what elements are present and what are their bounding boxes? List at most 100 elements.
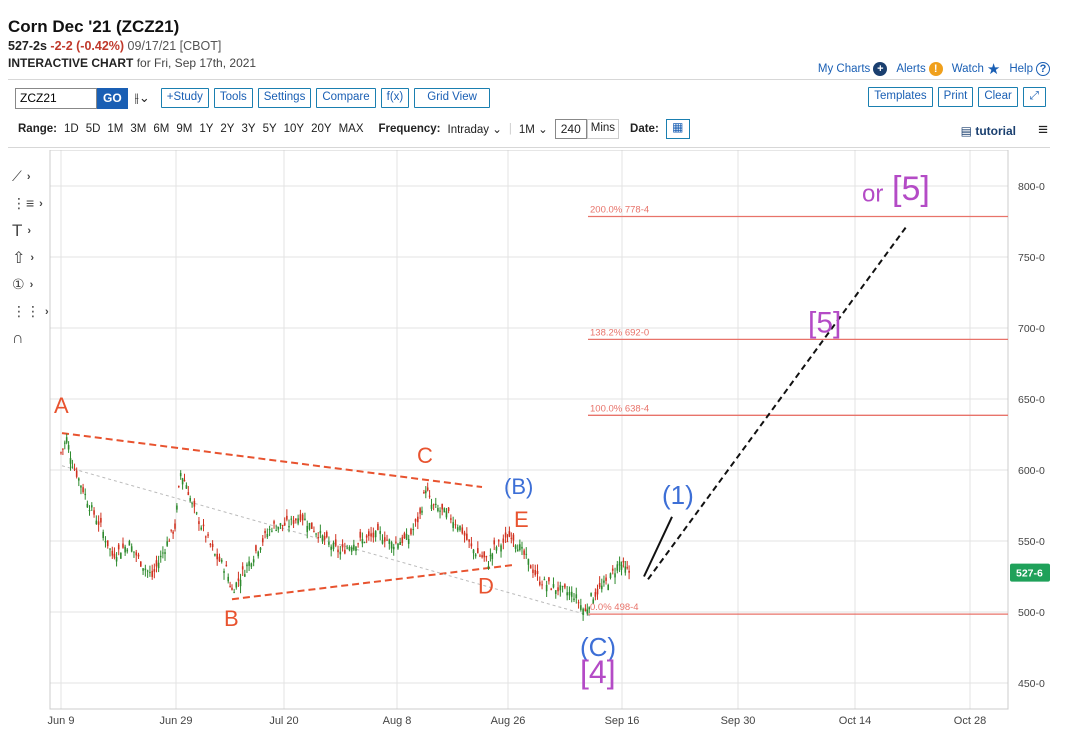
candle-body	[575, 594, 578, 599]
last-price-badge	[1010, 563, 1050, 582]
frequency-select[interactable]: Intraday ⌄	[448, 122, 502, 136]
range-5d[interactable]: 5D	[85, 123, 101, 135]
menu-icon[interactable]: ≡	[1038, 120, 1048, 139]
range-10y[interactable]: 10Y	[283, 123, 305, 135]
clear-button[interactable]: Clear	[978, 87, 1018, 107]
y-tick-label: 550-0	[1018, 536, 1045, 548]
settings-button[interactable]: Settings	[257, 88, 312, 108]
candle-body	[69, 458, 72, 464]
candle-body	[174, 523, 176, 529]
range-3m[interactable]: 3M	[130, 123, 147, 135]
y-tick-label: 700-0	[1018, 323, 1045, 335]
range-9m[interactable]: 9M	[176, 123, 193, 135]
go-button[interactable]: GO	[97, 87, 128, 109]
range-2y[interactable]: 2Y	[220, 123, 235, 135]
range-1d[interactable]: 1D	[63, 123, 79, 135]
range-1y[interactable]: 1Y	[199, 123, 214, 135]
fibonacci-icon: ⋮≡	[12, 195, 35, 211]
candle-body	[519, 544, 521, 551]
candle-body	[454, 524, 457, 526]
fx-button[interactable]: f(x)	[380, 88, 410, 108]
line-tool[interactable]: ⟋ ›	[12, 163, 46, 190]
tools-button[interactable]: Tools	[213, 88, 253, 108]
magnet-tool[interactable]: ∩	[12, 325, 46, 352]
expand-icon[interactable]: ⤢	[1022, 87, 1046, 107]
range-5y[interactable]: 5Y	[262, 123, 277, 135]
candle-body	[425, 490, 427, 494]
my-charts-link[interactable]: My Charts +	[818, 62, 888, 76]
symbol-input[interactable]	[15, 87, 97, 109]
candle-body	[179, 472, 182, 477]
candle-body	[554, 590, 557, 594]
x-tick-label: Oct 14	[839, 715, 871, 727]
number-circle-icon: ①	[12, 276, 25, 292]
candle-body	[344, 549, 346, 554]
candle-body	[202, 524, 205, 527]
candle-body	[168, 540, 171, 542]
range-6m[interactable]: 6M	[153, 123, 170, 135]
candle-body	[516, 549, 519, 552]
help-link[interactable]: Help?	[1009, 62, 1050, 76]
candle-body	[430, 504, 433, 509]
pattern-tool[interactable]: ⋮⋮ ›	[12, 298, 49, 325]
arrow-tool[interactable]: ⇧ ›	[12, 244, 46, 271]
watch-label: Watch	[951, 63, 984, 75]
chart-header: Corn Dec '21 (ZCZ21) 527-2s -2-2 (-0.42%…	[8, 16, 1058, 71]
candle-body	[485, 555, 488, 558]
candle-body	[86, 503, 89, 508]
candle-body	[311, 522, 313, 529]
top-links: My Charts + Alerts! Watch ★ Help?	[818, 60, 1050, 78]
candle-body	[580, 605, 582, 610]
interactive-chart-date: for Fri, Sep 17th, 2021	[136, 56, 257, 70]
candle-body	[214, 554, 216, 556]
grid-view-button[interactable]: Grid View	[414, 88, 490, 108]
price-chart[interactable]: 200.0% 778-4 138.2% 692-0 100.0% 638-4 0.0%…	[0, 150, 1068, 749]
candle-body	[80, 485, 82, 488]
x-tick-label: Jul 20	[269, 715, 298, 727]
candle-body	[525, 553, 528, 555]
range-max[interactable]: MAX	[338, 123, 364, 135]
candle-body	[368, 531, 370, 537]
candle-body	[330, 546, 332, 550]
calendar-icon[interactable]: ▦	[665, 119, 690, 139]
range-3y[interactable]: 3Y	[241, 123, 256, 135]
period-select[interactable]: 1M ⌄	[519, 122, 548, 136]
candle-body	[317, 537, 320, 539]
alerts-label: Alerts	[896, 63, 926, 75]
candle-body	[216, 553, 218, 560]
text-tool[interactable]: T ›	[12, 217, 46, 244]
candle-body	[365, 535, 368, 538]
plot-frame	[49, 150, 1009, 710]
range-1m[interactable]: 1M	[107, 123, 124, 135]
candle-body	[301, 514, 304, 521]
candle-body	[407, 538, 410, 544]
fib-tool[interactable]: ⋮≡ ›	[12, 190, 46, 217]
candle-body	[626, 567, 628, 569]
study-button[interactable]: +Study	[160, 88, 209, 108]
candle-body	[292, 520, 295, 524]
watch-link[interactable]: Watch ★	[952, 60, 1001, 78]
candle-body	[204, 536, 207, 538]
chart-type-icon[interactable]: ⫲⌄	[134, 90, 150, 105]
compare-button[interactable]: Compare	[316, 88, 376, 108]
candle-body	[248, 561, 250, 566]
mins-input[interactable]: 240	[554, 119, 587, 139]
range-20y[interactable]: 20Y	[311, 123, 332, 135]
candle-body	[200, 527, 203, 530]
wave-count-tool[interactable]: ① ›	[12, 271, 46, 298]
candle-body	[95, 520, 98, 524]
candle-body	[598, 583, 601, 588]
templates-button[interactable]: Templates	[868, 87, 933, 107]
candle-body	[472, 549, 475, 554]
candle-body	[594, 592, 597, 597]
candle-body	[459, 525, 461, 531]
candle-body	[341, 544, 344, 548]
print-button[interactable]: Print	[937, 87, 974, 107]
candle-body	[620, 564, 623, 570]
candle-body	[622, 560, 625, 563]
alerts-link[interactable]: Alerts!	[896, 62, 943, 76]
candle-body	[325, 532, 328, 538]
candle-body	[313, 530, 315, 532]
candle-body	[241, 566, 244, 570]
tutorial-link[interactable]: ▤ tutorial	[961, 124, 1016, 138]
